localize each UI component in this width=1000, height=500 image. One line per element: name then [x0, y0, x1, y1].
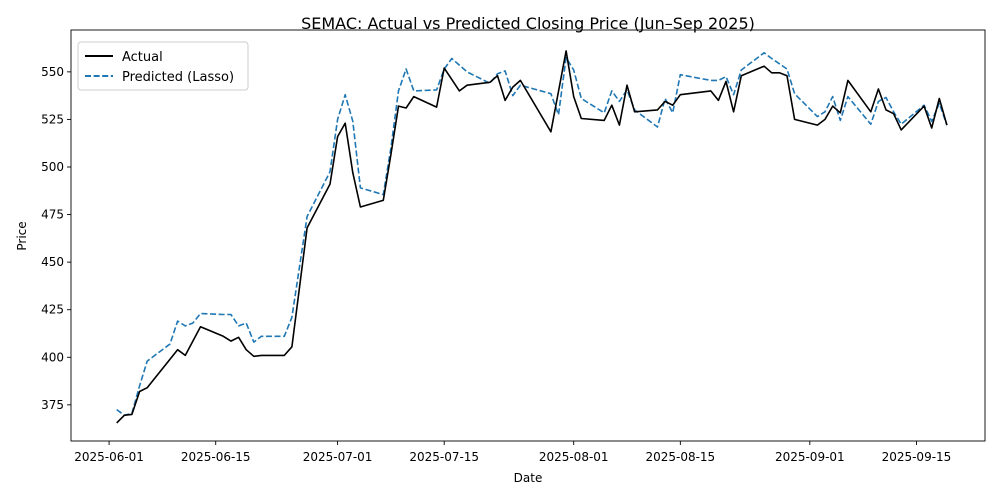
legend: Actual Predicted (Lasso)	[77, 41, 249, 91]
y-tick-label: 450	[41, 255, 64, 269]
legend-label-predicted: Predicted (Lasso)	[122, 70, 234, 85]
series-layer	[116, 50, 948, 424]
x-tick-label: 2025-09-01	[775, 450, 845, 464]
y-axis-label: Price	[15, 221, 29, 250]
x-tick-label: 2025-07-01	[303, 450, 373, 464]
y-tick-label: 375	[41, 398, 64, 412]
series-actual-line	[116, 50, 948, 424]
x-tick-label: 2025-07-15	[409, 450, 479, 464]
x-tick-label: 2025-09-15	[882, 450, 952, 464]
axes-frame	[70, 29, 986, 442]
y-tick-label: 500	[41, 160, 64, 174]
y-tick-label: 550	[41, 65, 64, 79]
legend-box	[77, 41, 249, 91]
series-predicted-line	[116, 51, 948, 417]
chart-title: SEMAC: Actual vs Predicted Closing Price…	[301, 14, 755, 33]
y-axis-ticks: 375 400 425 450 475 500 525 550	[41, 65, 71, 412]
x-axis-ticks: 2025-06-01 2025-06-15 2025-07-01 2025-07-15…	[74, 441, 951, 464]
x-tick-label: 2025-06-15	[181, 450, 251, 464]
x-tick-label: 2025-08-15	[645, 450, 715, 464]
legend-label-actual: Actual	[122, 50, 163, 65]
x-tick-label: 2025-06-01	[74, 450, 144, 464]
y-tick-label: 525	[41, 112, 64, 126]
x-tick-label: 2025-08-01	[539, 450, 609, 464]
plot-area: 2025-06-01 2025-06-15 2025-07-01 2025-07-15…	[41, 29, 986, 464]
y-tick-label: 400	[41, 350, 64, 364]
x-axis-label: Date	[514, 471, 543, 485]
y-tick-label: 475	[41, 208, 64, 222]
y-tick-label: 425	[41, 303, 64, 317]
